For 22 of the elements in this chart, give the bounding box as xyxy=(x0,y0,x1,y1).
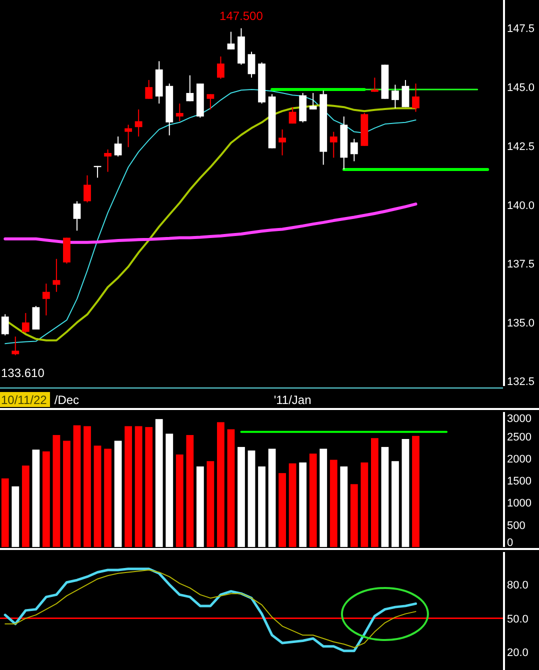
y-tick-label: 1500 xyxy=(507,476,532,488)
annotation: 147.500 xyxy=(220,9,264,24)
y-tick-label: 20.0 xyxy=(507,647,528,660)
y-tick-label: 0 xyxy=(507,537,514,549)
text: 10/11/22 xyxy=(1,393,48,407)
x-tick-label: '11/Jan xyxy=(274,393,312,407)
y-tick-label: 2000 xyxy=(507,453,532,466)
y-tick-label: 140.0 xyxy=(507,200,535,212)
y-tick-label: 145.0 xyxy=(507,82,535,94)
annotation: 133.610 xyxy=(1,366,45,380)
y-tick-label: 3000 xyxy=(507,413,532,425)
y-tick-label: 1000 xyxy=(507,498,532,510)
y-tick-label: 135.0 xyxy=(507,317,535,330)
y-tick-label: 137.5 xyxy=(507,258,535,271)
y-tick-label: 500 xyxy=(507,520,526,532)
y-tick-label: 2500 xyxy=(507,431,532,444)
y-tick-label: 142.5 xyxy=(507,140,535,153)
y-tick-label: 80.0 xyxy=(507,580,528,592)
y-tick-label: 147.5 xyxy=(507,23,535,36)
x-tick-label: /Dec xyxy=(54,393,80,407)
y-tick-label: 50.0 xyxy=(507,613,528,626)
y-tick-label: 132.5 xyxy=(507,376,535,388)
